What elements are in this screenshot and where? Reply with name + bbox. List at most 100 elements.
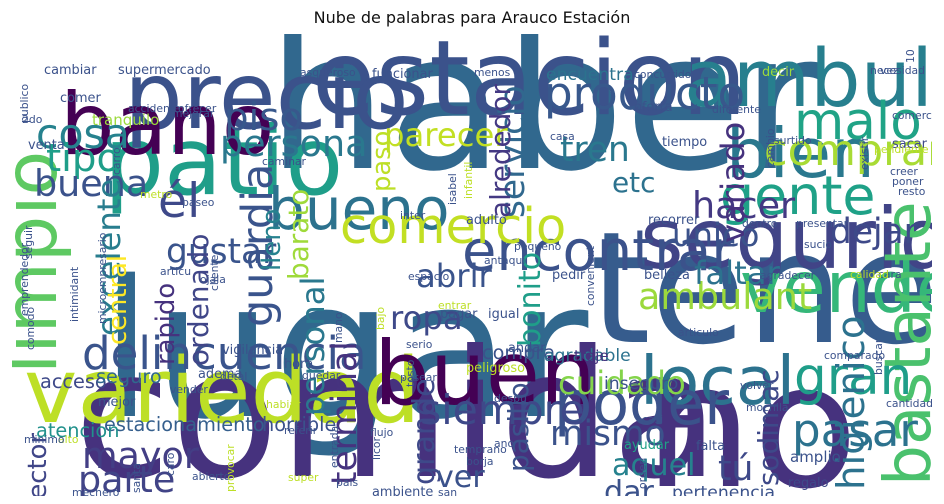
- word-10: bano: [60, 75, 274, 175]
- word-89: traje: [574, 347, 609, 365]
- word-39: parte: [78, 458, 175, 496]
- word-25: él: [158, 174, 200, 229]
- word-175: referir: [284, 424, 318, 437]
- word-83: pertenencia: [672, 483, 775, 496]
- word-68: pasillo: [502, 382, 535, 472]
- word-174: minimo: [24, 433, 65, 446]
- word-173: alto: [58, 433, 79, 446]
- word-190: ambiente: [372, 485, 433, 496]
- word-34: piso: [224, 95, 303, 140]
- word-42: servicio: [493, 85, 533, 218]
- word-53: personal: [294, 277, 332, 416]
- word-183: borja: [466, 455, 494, 468]
- word-51: unico: [672, 216, 759, 254]
- word-60: bonito: [513, 252, 548, 347]
- word-31: siempre: [420, 386, 585, 434]
- word-113: ofrecer: [178, 102, 217, 115]
- word-116: 2do: [22, 113, 43, 126]
- word-122: isabel: [446, 173, 459, 205]
- word-198: mejorar: [172, 107, 215, 120]
- word-41: ambulant: [638, 275, 812, 318]
- word-23: malo: [794, 92, 922, 152]
- word-64: sodimac: [752, 369, 785, 486]
- word-119: caminar: [262, 155, 307, 168]
- word-157: serio: [406, 338, 433, 351]
- word-159: articulo: [678, 326, 719, 339]
- word-2: comida: [74, 312, 719, 496]
- word-164: quedar: [302, 369, 341, 382]
- word-137: aqui: [502, 254, 525, 267]
- word-142: pedir: [552, 268, 586, 283]
- word-189: pais: [336, 476, 358, 489]
- word-112: accidente: [128, 102, 181, 115]
- word-115: publico: [18, 84, 31, 123]
- word-143: belleza: [644, 268, 690, 283]
- word-125: surtido: [774, 134, 812, 147]
- word-109: menos: [474, 66, 511, 79]
- word-128: existir: [858, 136, 871, 170]
- word-1: lugar: [100, 240, 589, 461]
- word-181: casi: [642, 413, 663, 426]
- word-179: temprano: [454, 443, 507, 456]
- word-168: pasear: [400, 371, 437, 384]
- word-18: poder: [554, 369, 729, 439]
- word-97: decir: [762, 65, 795, 80]
- word-103: poner: [892, 175, 924, 188]
- word-172: buscar: [872, 338, 885, 375]
- word-67: alrededor: [484, 84, 517, 218]
- word-118: tranquilo: [92, 111, 159, 129]
- word-180: ano: [494, 437, 514, 450]
- word-85: encuentra: [546, 65, 634, 85]
- word-82: inseguro: [604, 374, 678, 394]
- word-108: funcionar: [372, 67, 434, 82]
- word-176: flujo: [370, 426, 394, 439]
- word-9: buen: [374, 322, 596, 425]
- word-45: tú: [718, 449, 753, 489]
- word-169: despu: [494, 392, 527, 405]
- word-8: variedad: [24, 339, 421, 444]
- word-48: gustar: [166, 232, 277, 272]
- word-186: abierto: [192, 470, 231, 483]
- word-30: guardia: [233, 164, 283, 327]
- word-5: estacion: [312, 34, 747, 139]
- word-133: presentar: [796, 217, 849, 230]
- word-132: dentro: [742, 217, 778, 230]
- word-111: comer: [60, 91, 101, 106]
- word-141: igual: [488, 307, 519, 322]
- word-59: grande: [407, 378, 442, 485]
- word-99: sacar: [892, 137, 928, 152]
- word-47: tren: [560, 130, 630, 170]
- word-16: local: [640, 342, 795, 420]
- word-94: falta: [696, 439, 725, 454]
- word-151: intimidant: [68, 267, 81, 322]
- word-152: emprendedor: [18, 242, 31, 316]
- word-88: mejor: [98, 395, 136, 410]
- word-21: gente: [720, 164, 876, 227]
- word-194: tosto: [404, 359, 417, 387]
- word-139: entrar: [438, 299, 472, 312]
- word-177: entrada: [328, 426, 341, 468]
- word-46: dejar: [830, 212, 919, 252]
- word-81: agradable: [544, 346, 631, 366]
- word-197: seguir: [22, 225, 35, 259]
- word-187: provocar: [224, 444, 237, 492]
- word-22: gran: [794, 347, 912, 407]
- word-140: pagar: [440, 307, 478, 322]
- word-156: bajo: [374, 307, 387, 330]
- word-147: articu: [160, 265, 191, 278]
- word-123: infantil: [462, 162, 475, 199]
- word-107: asqueroso: [300, 66, 356, 79]
- word-165: peligroso: [466, 361, 525, 376]
- word-149: cliente: [208, 254, 221, 291]
- word-110: concurrido: [634, 68, 692, 81]
- word-117: carro: [110, 147, 123, 175]
- word-58: aquel: [612, 448, 696, 483]
- word-163: detal: [220, 370, 247, 383]
- word-6: patio: [104, 107, 343, 217]
- word-150: microempresario: [96, 232, 109, 324]
- word-171: mochila: [746, 401, 789, 414]
- word-80: compra: [482, 341, 555, 364]
- word-100: oferta: [634, 100, 673, 115]
- chart-title: Nube de palabras para Arauco Estación: [313, 8, 631, 27]
- word-26: producto: [544, 67, 745, 120]
